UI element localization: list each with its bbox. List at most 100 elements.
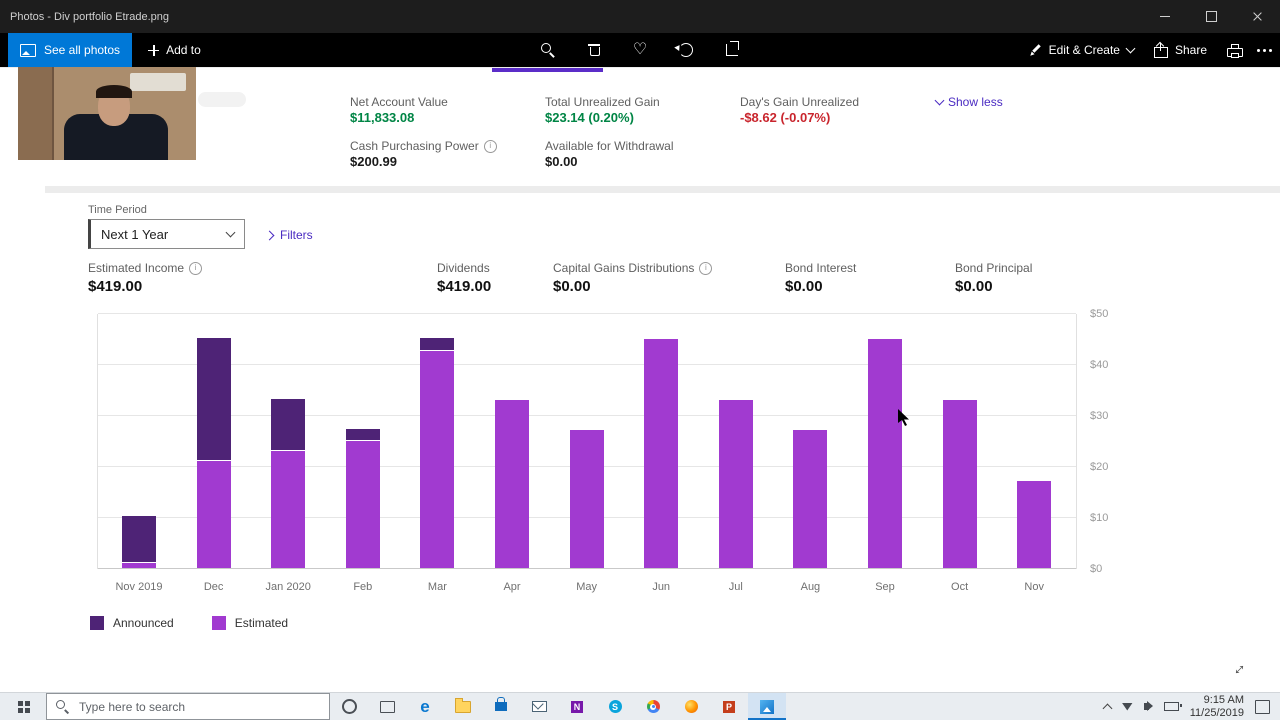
- windows-logo-icon: [17, 701, 23, 706]
- maximize-button[interactable]: [1188, 0, 1234, 33]
- webcam-person-hair: [96, 85, 132, 98]
- title-bar: Photos - Div portfolio Etrade.png: [0, 0, 1280, 33]
- chrome-taskbar-button[interactable]: [634, 693, 672, 720]
- rotate-button[interactable]: [677, 41, 695, 59]
- bar-segment-estimated: [718, 399, 753, 568]
- estimated-income-value: $419.00: [88, 278, 143, 295]
- info-icon[interactable]: [699, 261, 713, 275]
- bar-mar[interactable]: [420, 337, 455, 568]
- y-tick-label: $30: [1090, 410, 1109, 422]
- bar-feb[interactable]: [345, 429, 380, 568]
- mail-icon: [531, 701, 547, 712]
- filters-link[interactable]: Filters: [264, 228, 313, 242]
- file-explorer-icon: [455, 697, 471, 713]
- bar-jul[interactable]: [718, 399, 753, 568]
- see-all-photos-button[interactable]: See all photos: [8, 33, 133, 67]
- webcam-background-door: [18, 67, 54, 160]
- y-tick-label: $0: [1090, 563, 1103, 575]
- action-center-icon[interactable]: [1255, 699, 1270, 714]
- clock-time: 9:15 AM: [1203, 693, 1244, 706]
- edge-icon: [420, 698, 429, 715]
- skype-icon: [608, 700, 622, 713]
- add-to-button[interactable]: Add to: [148, 43, 201, 57]
- print-button[interactable]: [1227, 43, 1243, 58]
- chevron-right-icon: [264, 230, 275, 240]
- close-button[interactable]: [1234, 0, 1280, 33]
- onenote-taskbar-button[interactable]: [558, 693, 596, 720]
- x-tick-label: Nov 2019: [115, 581, 163, 593]
- bar-oct[interactable]: [942, 399, 977, 568]
- chart-legend: Announced Estimated: [90, 616, 288, 630]
- bar-segment-announced: [122, 516, 156, 563]
- search-input[interactable]: [77, 698, 301, 715]
- time-period-label: Time Period: [88, 204, 147, 216]
- bar-nov[interactable]: [1017, 481, 1052, 568]
- cash-purchasing-power: $200.99: [350, 154, 397, 169]
- task-view-taskbar-button[interactable]: [368, 693, 406, 720]
- cash-purchasing-power-label: Cash Purchasing Power: [350, 139, 497, 153]
- bar-sep[interactable]: [868, 338, 902, 568]
- edit-pen-icon: [1029, 44, 1042, 57]
- edit-create-button[interactable]: Edit & Create: [1029, 43, 1136, 57]
- x-tick-label: Jan 2020: [265, 581, 311, 593]
- time-period-dropdown[interactable]: Next 1 Year: [88, 219, 245, 249]
- bar-segment-estimated: [942, 399, 977, 568]
- powerpoint-taskbar-button[interactable]: [710, 693, 748, 720]
- favorite-button[interactable]: [631, 41, 649, 59]
- x-tick-label: Sep: [875, 581, 895, 593]
- store-taskbar-button[interactable]: [482, 693, 520, 720]
- minimize-button[interactable]: [1142, 0, 1188, 33]
- volume-icon[interactable]: [1143, 701, 1153, 711]
- bar-segment-estimated: [793, 430, 828, 568]
- battery-icon[interactable]: [1163, 702, 1182, 711]
- start-button[interactable]: [0, 693, 46, 720]
- photos-taskbar-button[interactable]: [748, 693, 786, 720]
- section-divider: [45, 186, 1280, 193]
- gridline: [98, 364, 1076, 365]
- file-explorer-taskbar-button[interactable]: [444, 693, 482, 720]
- webcam-overlay: [18, 67, 196, 160]
- photos-icon: [760, 699, 774, 714]
- bar-nov-2019[interactable]: [122, 516, 156, 568]
- bar-jun[interactable]: [644, 338, 679, 568]
- onenote-icon: [571, 700, 583, 713]
- print-icon: [1227, 43, 1243, 58]
- info-icon[interactable]: [483, 139, 497, 153]
- rotate-icon: [679, 43, 693, 57]
- firefox-taskbar-button[interactable]: [672, 693, 710, 720]
- cortana-taskbar-button[interactable]: [330, 693, 368, 720]
- taskbar: 9:15 AM 11/25/2019: [0, 692, 1280, 720]
- bar-segment-estimated: [868, 338, 902, 568]
- x-tick-label: Mar: [427, 581, 447, 593]
- network-icon[interactable]: [1121, 702, 1133, 711]
- skype-taskbar-button[interactable]: [596, 693, 634, 720]
- bar-apr[interactable]: [495, 399, 529, 568]
- mail-taskbar-button[interactable]: [520, 693, 558, 720]
- info-icon[interactable]: [189, 261, 203, 275]
- delete-button[interactable]: [585, 41, 603, 59]
- y-tick-label: $10: [1090, 512, 1109, 524]
- blurred-account-name: [198, 92, 246, 107]
- available-for-withdrawal-label: Available for Withdrawal: [545, 139, 674, 153]
- edge-taskbar-button[interactable]: [406, 693, 444, 720]
- bar-segment-estimated: [345, 440, 380, 568]
- tray-chevron-up-icon[interactable]: [1102, 703, 1113, 713]
- y-tick-label: $20: [1090, 461, 1109, 473]
- share-button[interactable]: Share: [1153, 42, 1207, 58]
- taskbar-clock[interactable]: 9:15 AM 11/25/2019: [1190, 694, 1244, 720]
- legend-label: Announced: [113, 616, 174, 630]
- more-button[interactable]: [1263, 48, 1266, 52]
- bar-jan-2020[interactable]: [271, 398, 306, 568]
- net-account-value: $11,833.08: [350, 110, 415, 125]
- bar-aug[interactable]: [793, 430, 828, 568]
- bar-segment-estimated: [420, 351, 455, 568]
- fullscreen-expand-icon[interactable]: [1224, 654, 1252, 682]
- show-less-link[interactable]: Show less: [934, 95, 1003, 109]
- zoom-button[interactable]: [539, 41, 557, 59]
- crop-button[interactable]: [723, 41, 741, 59]
- legend-item-announced: Announced: [90, 616, 174, 630]
- bar-may[interactable]: [569, 430, 604, 568]
- bar-dec[interactable]: [196, 337, 231, 568]
- taskbar-search[interactable]: [46, 693, 330, 720]
- dividend-chart: $0 $10 $20 $30 $40 $50 Nov 2019 Dec Jan 2020 Feb M…: [97, 308, 1108, 593]
